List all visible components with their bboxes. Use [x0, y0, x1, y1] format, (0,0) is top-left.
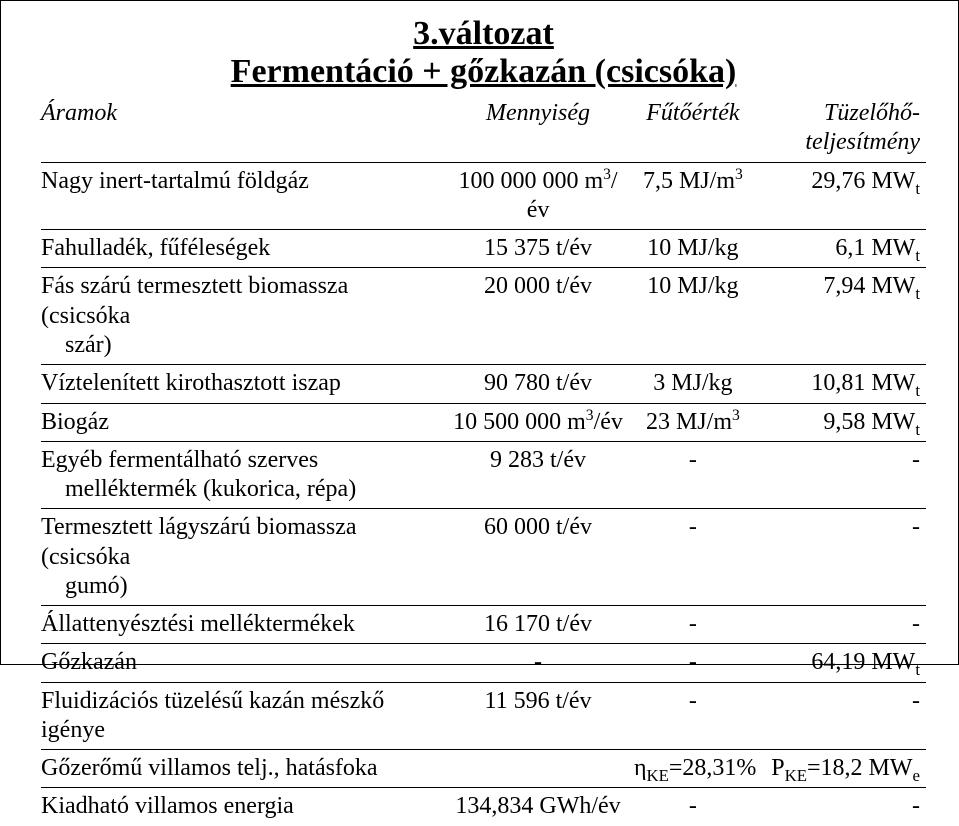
table-row: Gőzkazán - - 64,19 MWt — [41, 644, 926, 682]
cell-heat: 7,5 MJ/m3 — [634, 162, 758, 230]
cell-pow: - — [758, 682, 926, 750]
table-row: Állattenyésztési melléktermékek 16 170 t… — [41, 606, 926, 644]
document-page: { "title_l1": "3.változat", "title_l2": … — [0, 0, 959, 665]
data-table: Áramok Mennyiség Fűtőérték Tüzelőhő-telj… — [41, 95, 926, 826]
cell-name: Fás szárú termesztett biomassza (csicsók… — [41, 268, 448, 365]
cell-pow: - — [758, 441, 926, 509]
cell-name: Termesztett lágyszárú biomassza (csicsók… — [41, 509, 448, 606]
title-line-2: Fermentáció + gőzkazán (csicsóka) — [231, 53, 737, 90]
cell-pow: - — [758, 606, 926, 644]
cell-heat: - — [634, 788, 758, 826]
cell-heat: 23 MJ/m3 — [634, 403, 758, 441]
cell-name: Egyéb fermentálható szerves melléktermék… — [41, 441, 448, 509]
col-streams: Áramok — [41, 95, 448, 162]
cell-pow: 29,76 MWt — [758, 162, 926, 230]
cell-qty: - — [448, 644, 634, 682]
cell-name: Fahulladék, fűféleségek — [41, 230, 448, 268]
cell-pow: 7,94 MWt — [758, 268, 926, 365]
cell-heat: ηKE=28,31% — [634, 750, 758, 788]
cell-heat: 10 MJ/kg — [634, 230, 758, 268]
cell-pow: - — [758, 788, 926, 826]
cell-qty: 134,834 GWh/év — [448, 788, 634, 826]
cell-name: Nagy inert-tartalmú földgáz — [41, 162, 448, 230]
col-quantity: Mennyiség — [448, 95, 634, 162]
cell-qty: 10 500 000 m3/év — [448, 403, 634, 441]
cell-heat: 10 MJ/kg — [634, 268, 758, 365]
table-header-row: Áramok Mennyiség Fűtőérték Tüzelőhő-telj… — [41, 95, 926, 162]
table-row: Gőzerőmű villamos telj., hatásfoka ηKE=2… — [41, 750, 926, 788]
cell-qty: 90 780 t/év — [448, 365, 634, 403]
cell-qty: 9 283 t/év — [448, 441, 634, 509]
cell-qty: 15 375 t/év — [448, 230, 634, 268]
cell-pow: 64,19 MWt — [758, 644, 926, 682]
cell-qty — [448, 750, 634, 788]
table-row: Fahulladék, fűféleségek 15 375 t/év 10 M… — [41, 230, 926, 268]
slide-title: 3.változat Fermentáció + gőzkazán (csics… — [41, 15, 926, 91]
cell-heat: - — [634, 682, 758, 750]
cell-name: Víztelenített kirothasztott iszap — [41, 365, 448, 403]
cell-name: Állattenyésztési melléktermékek — [41, 606, 448, 644]
cell-heat: 3 MJ/kg — [634, 365, 758, 403]
cell-heat: - — [634, 644, 758, 682]
table-row: Fás szárú termesztett biomassza (csicsók… — [41, 268, 926, 365]
table-row: Nagy inert-tartalmú földgáz 100 000 000 … — [41, 162, 926, 230]
cell-heat: - — [634, 441, 758, 509]
cell-pow: PKE=18,2 MWe — [758, 750, 926, 788]
cell-pow: 10,81 MWt — [758, 365, 926, 403]
cell-heat: - — [634, 606, 758, 644]
cell-qty: 16 170 t/év — [448, 606, 634, 644]
cell-name: Gőzkazán — [41, 644, 448, 682]
table-row: Termesztett lágyszárú biomassza (csicsók… — [41, 509, 926, 606]
cell-pow: 6,1 MWt — [758, 230, 926, 268]
cell-name: Kiadható villamos energia — [41, 788, 448, 826]
cell-qty: 20 000 t/év — [448, 268, 634, 365]
table-row: Egyéb fermentálható szerves melléktermék… — [41, 441, 926, 509]
cell-heat: - — [634, 509, 758, 606]
table-row: Víztelenített kirothasztott iszap 90 780… — [41, 365, 926, 403]
col-heating: Fűtőérték — [634, 95, 758, 162]
table-row: Kiadható villamos energia 134,834 GWh/év… — [41, 788, 926, 826]
cell-name: Gőzerőmű villamos telj., hatásfoka — [41, 750, 448, 788]
cell-qty: 11 596 t/év — [448, 682, 634, 750]
cell-qty: 60 000 t/év — [448, 509, 634, 606]
cell-pow: 9,58 MWt — [758, 403, 926, 441]
table-row: Biogáz 10 500 000 m3/év 23 MJ/m3 9,58 MW… — [41, 403, 926, 441]
cell-name: Fluidizációs tüzelésű kazán mészkő igény… — [41, 682, 448, 750]
table-row: Fluidizációs tüzelésű kazán mészkő igény… — [41, 682, 926, 750]
title-line-1: 3.változat — [413, 15, 554, 52]
col-power: Tüzelőhő-teljesítmény — [758, 95, 926, 162]
cell-qty: 100 000 000 m3/év — [448, 162, 634, 230]
cell-pow: - — [758, 509, 926, 606]
cell-name: Biogáz — [41, 403, 448, 441]
